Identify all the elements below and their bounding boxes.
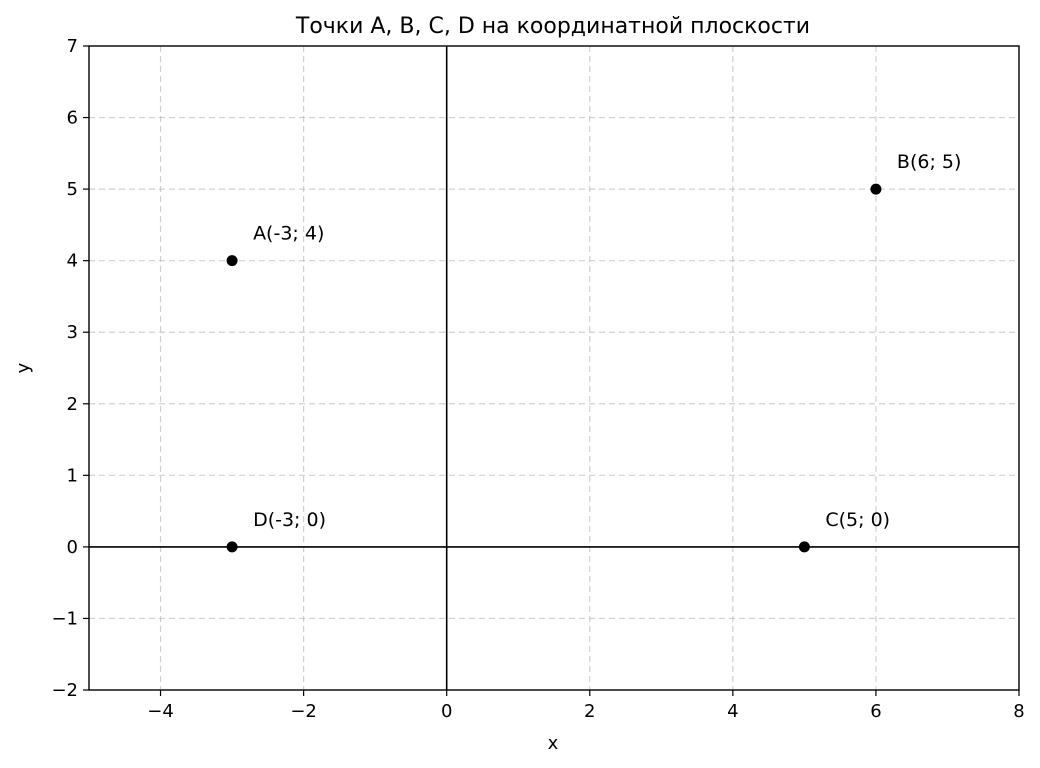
chart-title: Точки A, B, C, D на координатной плоскос… [295, 14, 810, 39]
x-tick-label: −2 [290, 701, 317, 722]
data-points: A(-3; 4) B(6; 5) C(5; 0) D(-3; 0) [226, 151, 961, 553]
y-axis-label: y [13, 362, 34, 373]
x-tick-label: 8 [1013, 701, 1024, 722]
x-tick-label: 2 [584, 701, 595, 722]
y-tick-label: −1 [51, 608, 78, 629]
x-tick-label: −4 [147, 701, 174, 722]
y-tick-label: 3 [67, 322, 78, 343]
point-label: C(5; 0) [825, 509, 890, 531]
y-tick-label: 4 [67, 251, 78, 272]
point-label: D(-3; 0) [253, 509, 326, 531]
y-tick-label: 0 [67, 537, 78, 558]
point-label: A(-3; 4) [253, 223, 324, 245]
point-label: B(6; 5) [897, 151, 961, 173]
y-tick-label: 5 [67, 179, 78, 200]
data-point [870, 183, 882, 195]
data-point [798, 541, 810, 553]
data-point [226, 255, 238, 267]
x-tick-label: 6 [870, 701, 881, 722]
axis-ticks: −4 −2 0 2 4 6 8 −2 −1 0 1 2 3 4 5 6 7 [51, 36, 1024, 722]
y-tick-label: 1 [67, 465, 78, 486]
x-tick-label: 4 [727, 701, 738, 722]
y-tick-label: 7 [67, 36, 78, 57]
data-point [226, 541, 238, 553]
y-tick-label: 6 [67, 108, 78, 129]
plot-area-frame [88, 45, 1020, 691]
y-tick-label: −2 [51, 680, 78, 701]
x-tick-label: 0 [441, 701, 452, 722]
zero-axes [89, 46, 1019, 690]
grid [89, 46, 1019, 690]
y-tick-label: 2 [67, 394, 78, 415]
x-axis-label: x [548, 733, 559, 754]
